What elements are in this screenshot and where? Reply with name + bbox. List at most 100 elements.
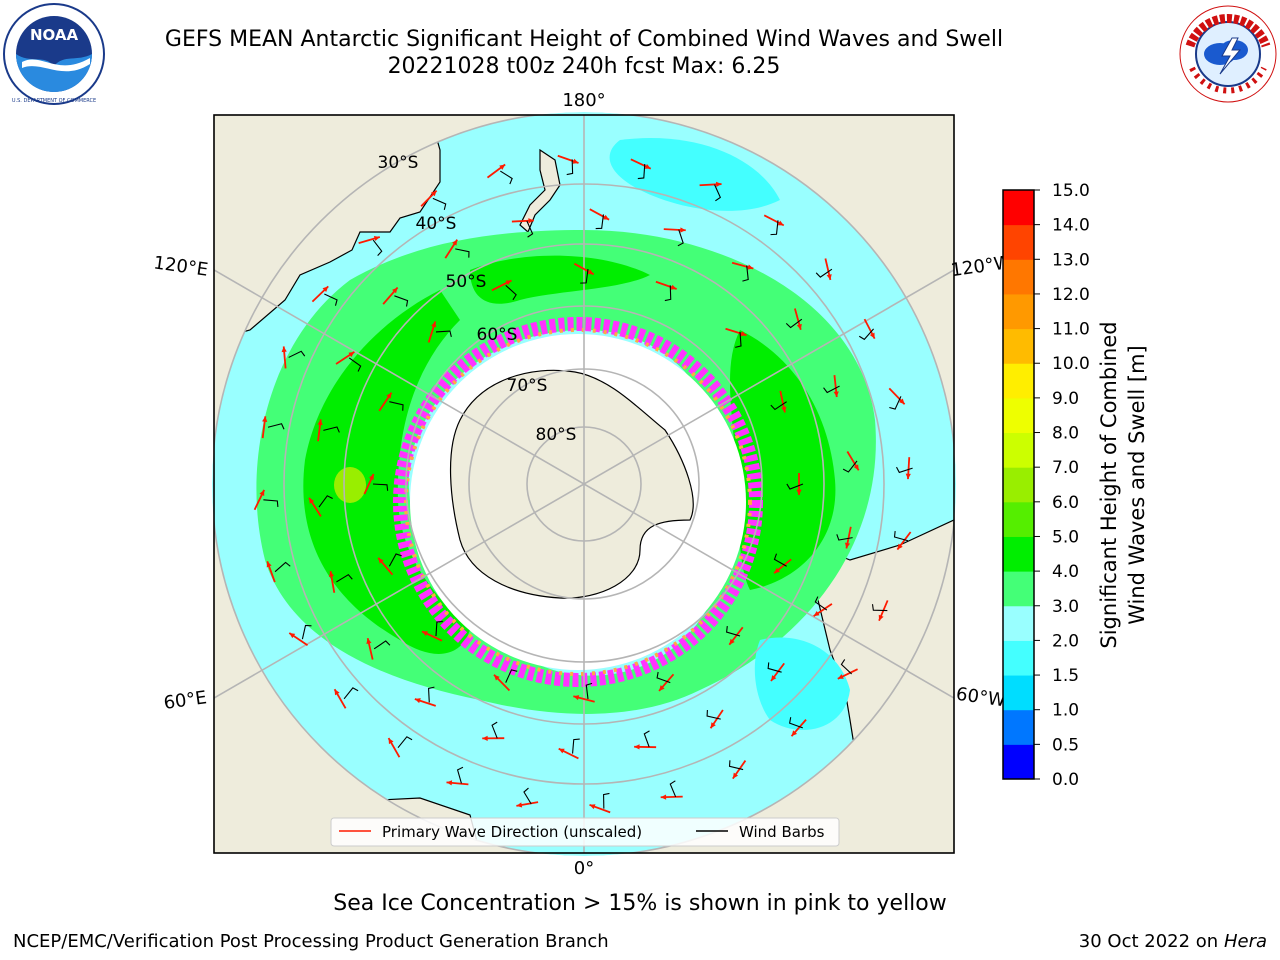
colorbar-tick-label: 9.0 <box>1052 389 1079 409</box>
colorbar-segment <box>1003 363 1034 399</box>
colorbar-tick-label: 0.5 <box>1052 735 1079 755</box>
wave-arrowhead <box>796 489 802 495</box>
wave-arrowhead <box>781 406 787 413</box>
wind-barb <box>637 163 646 180</box>
wind-barb <box>267 423 285 430</box>
wave-arrowhead <box>587 269 594 275</box>
colorbar-frame <box>1002 189 1035 780</box>
colorbar-label-line2: Wind Waves and Swell [m] <box>1125 345 1149 625</box>
wave-arrowhead <box>878 614 884 621</box>
wind-barb <box>770 401 787 411</box>
wind-barb <box>348 357 362 372</box>
wave-arrowhead <box>659 685 665 691</box>
legend-barb-label: Wind Barbs <box>739 823 825 841</box>
colorbar-segment <box>1003 432 1034 468</box>
wind-barb <box>840 659 853 675</box>
wind-barb <box>336 573 353 583</box>
lat-label-40s: 40°S <box>416 214 457 234</box>
wind-barb <box>455 248 470 258</box>
colorbar-segment <box>1003 571 1034 607</box>
wind-barb <box>580 268 589 284</box>
wind-barb <box>669 780 677 798</box>
wave-arrowhead <box>791 730 798 737</box>
wave-arrowhead <box>729 638 735 645</box>
wind-barb <box>263 499 279 508</box>
wind-barb <box>595 214 604 230</box>
wind-barb <box>397 736 413 749</box>
lat-label-60s: 60°S <box>477 325 518 345</box>
wave-arrowhead <box>281 346 287 353</box>
antarctica <box>393 317 763 687</box>
colorbar-tick-label: 8.0 <box>1052 424 1079 444</box>
wave-arrowhead <box>392 287 398 294</box>
colorbar-segment <box>1003 467 1034 503</box>
colorbar-tick-label: 6.0 <box>1052 493 1079 513</box>
wave-arrowhead <box>853 464 859 471</box>
colorbar-tick-label: 7.0 <box>1052 458 1079 478</box>
wind-barb <box>435 620 443 637</box>
wind-barb <box>603 792 610 809</box>
wave-arrowhead <box>777 220 784 226</box>
wave-arrowhead <box>644 164 651 169</box>
wind-barb <box>435 330 452 338</box>
wind-barb <box>677 229 684 247</box>
colorbar-label-line1: Significant Height of Combined <box>1097 321 1121 648</box>
wind-barb <box>871 604 888 612</box>
wind-barb <box>301 624 312 640</box>
legend-wave-label: Primary Wave Direction (unscaled) <box>382 823 642 841</box>
wind-barb <box>394 295 409 307</box>
wind-barb <box>500 170 513 185</box>
colorbar-segment <box>1003 190 1034 226</box>
colorbar-tick-label: 4.0 <box>1052 562 1079 582</box>
colorbar-segment <box>1003 328 1034 364</box>
wind-barb <box>491 721 498 739</box>
wind-barb <box>324 293 338 306</box>
wave-arrowhead <box>493 674 500 681</box>
wind-barb <box>836 534 853 541</box>
wind-barb <box>585 682 593 700</box>
lat-label-80s: 80°S <box>536 425 577 445</box>
colorbar-tick-label: 2.0 <box>1052 631 1079 651</box>
colorbar-tick-label: 3.0 <box>1052 597 1079 617</box>
footer-credit: NCEP/EMC/Verification Post Processing Pr… <box>13 931 609 952</box>
wind-barb <box>523 787 532 805</box>
wave-arrowhead <box>813 610 820 617</box>
wind-barb <box>706 709 721 720</box>
colorbar-tick-label: 11.0 <box>1052 320 1090 340</box>
map-subtitle: 20221028 t00z 240h fcst Max: 6.25 <box>387 54 781 79</box>
colorbar-ticks: 0.0 0.5 1.0 1.5 2.0 3.0 4.0 5.0 6.0 7.0 8.0 9.0 10.0… <box>1034 181 1090 790</box>
wave-arrowhead <box>844 542 851 549</box>
wind-barb <box>323 426 340 433</box>
wind-barb <box>388 553 402 567</box>
wave-arrowhead <box>505 280 512 286</box>
colorbar-tick-label: 5.0 <box>1052 527 1079 547</box>
wave-arrowhead <box>774 567 780 574</box>
noaa-logo-icon: NOAA U.S. DEPARTMENT OF COMMERCE <box>3 3 105 105</box>
wind-barb <box>742 265 749 282</box>
wind-barb <box>858 328 875 341</box>
wave-arrowhead <box>446 780 453 786</box>
wave-arrowhead <box>262 416 268 422</box>
wind-barb <box>643 730 650 748</box>
wind-barb <box>770 220 779 236</box>
colorbar-segment <box>1003 536 1034 572</box>
wind-barb <box>389 401 404 411</box>
svg-text:NOAA: NOAA <box>30 26 79 44</box>
wind-barb <box>343 687 359 700</box>
wave-arrowhead <box>905 473 911 480</box>
map-frame <box>213 114 955 854</box>
lat-label-50s: 50°S <box>446 272 487 292</box>
wind-barb <box>735 331 742 348</box>
wave-arrowhead <box>378 557 384 564</box>
wave-arrowhead <box>826 274 832 280</box>
footer-date-text: 30 Oct 2022 on <box>1078 931 1219 952</box>
colorbar-tick-label: 10.0 <box>1052 354 1090 374</box>
svg-text:U.S. DEPARTMENT OF COMMERCE: U.S. DEPARTMENT OF COMMERCE <box>12 98 96 104</box>
wind-barb <box>456 766 464 784</box>
colorbar-segment <box>1003 501 1034 537</box>
wave-arrowhead <box>634 744 640 750</box>
wave-arrowhead <box>516 802 523 808</box>
colorbar-segment <box>1003 675 1034 711</box>
colorbar-segment <box>1003 224 1034 260</box>
wind-barb <box>505 669 518 683</box>
